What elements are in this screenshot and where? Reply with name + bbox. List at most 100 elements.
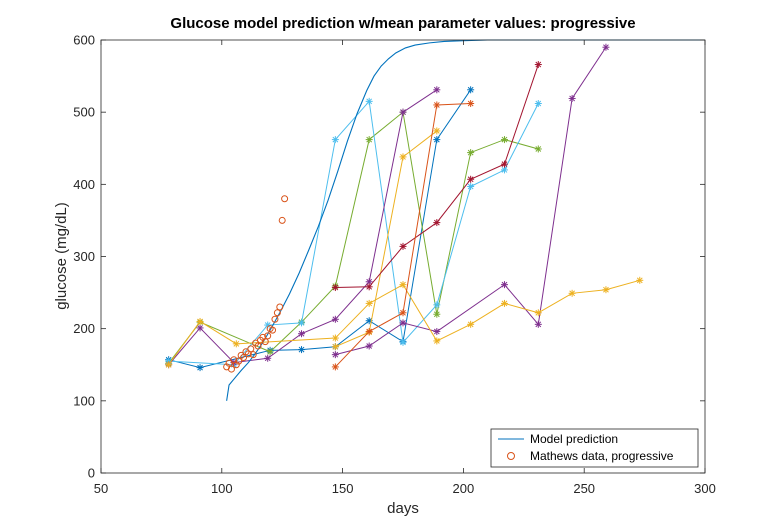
series-8-point-d2 xyxy=(366,328,373,335)
series-2-point xyxy=(331,136,339,144)
series-7-point-d2 xyxy=(433,219,440,226)
series-5-point xyxy=(196,317,204,325)
series-2-point xyxy=(433,301,441,309)
mathews-data-point xyxy=(240,354,248,362)
series-4-point xyxy=(568,94,576,102)
series-2-point xyxy=(264,321,272,329)
series-5-point xyxy=(534,309,542,317)
mathews-data-point xyxy=(227,365,235,373)
mathews-data-point xyxy=(235,357,243,365)
series-1-point-d2 xyxy=(433,311,440,318)
series-7-point xyxy=(433,219,441,227)
series-8-point-d2 xyxy=(332,364,339,370)
series-3-point-d2 xyxy=(366,278,373,285)
series-line-6 xyxy=(335,130,438,348)
series-8-point-d2 xyxy=(467,100,474,107)
series-5-point xyxy=(331,334,339,342)
series-2-point-d2 xyxy=(400,339,406,346)
series-5-point-d2 xyxy=(433,338,440,344)
series-1-point xyxy=(266,348,274,356)
series-7-point xyxy=(500,160,508,168)
series-0-point-d2 xyxy=(366,317,373,324)
series-5-point-d2 xyxy=(501,300,508,307)
series-5-point-d2 xyxy=(332,335,339,341)
mathews-data-point xyxy=(276,303,284,311)
series-4-point xyxy=(500,281,508,289)
mathews-data-point xyxy=(232,361,240,369)
series-7-point xyxy=(365,283,373,291)
series-3-point xyxy=(331,315,339,323)
series-0-point xyxy=(467,86,475,94)
series-2-point xyxy=(298,319,306,327)
series-4-point-d2 xyxy=(569,95,575,102)
y-tick-label: 0 xyxy=(88,466,95,481)
mathews-data-point xyxy=(261,338,269,346)
series-5-point-d2 xyxy=(197,318,203,325)
series-5-point xyxy=(165,361,173,369)
ticks-layer: 50 100 150 200 250 300 0 100 200 300 400 500 600 xyxy=(73,33,716,497)
series-2-point-d2 xyxy=(501,167,508,173)
series-1-point-d2 xyxy=(467,149,474,156)
series-8-point xyxy=(399,309,407,317)
series-4-point-d2 xyxy=(501,281,508,288)
series-3-point xyxy=(399,108,407,116)
series-4-point xyxy=(433,328,441,336)
series-1-point-d2 xyxy=(366,136,373,143)
series-7-point-d2 xyxy=(366,283,373,290)
series-3-point xyxy=(298,330,306,338)
series-4-point xyxy=(602,43,610,51)
series-5-point-d2 xyxy=(636,277,643,284)
series-8-point-d2 xyxy=(433,102,440,108)
series-5-point xyxy=(399,281,407,289)
series-2-point-d2 xyxy=(366,98,373,105)
series-8-point xyxy=(467,100,475,108)
y-tick-label: 300 xyxy=(73,249,95,264)
series-7-point-d2 xyxy=(501,161,508,168)
series-2-point-d2 xyxy=(467,183,474,190)
mathews-data-point xyxy=(269,326,277,334)
series-6-point-d2 xyxy=(433,128,440,134)
series-5-point xyxy=(602,286,610,294)
series-6-point xyxy=(331,343,339,351)
series-2-point-d2 xyxy=(332,136,339,143)
series-4-point-d2 xyxy=(535,321,542,328)
mathews-data-point xyxy=(271,315,279,323)
series-5-point xyxy=(232,340,240,348)
series-0-point-d2 xyxy=(433,136,440,143)
mathews-data-point xyxy=(278,216,286,224)
series-5-point-d2 xyxy=(400,281,406,288)
chart-title: Glucose model prediction w/mean paramete… xyxy=(170,15,635,32)
series-7-point-d2 xyxy=(467,176,474,183)
series-5-point xyxy=(433,337,441,345)
series-7-point-d2 xyxy=(400,243,406,250)
x-tick-label: 150 xyxy=(332,481,354,496)
series-7-point xyxy=(467,175,475,183)
series-6-point xyxy=(399,153,407,161)
series-1-point xyxy=(467,149,475,157)
series-2-point xyxy=(365,97,373,105)
series-7-point-d2 xyxy=(535,61,542,68)
plot-area xyxy=(101,40,705,473)
series-2-point-d2 xyxy=(433,301,440,308)
series-6-point-d2 xyxy=(332,343,339,350)
series-0-point-d2 xyxy=(298,346,305,353)
series-1-point-d2 xyxy=(267,348,273,355)
x-tick-label: 50 xyxy=(94,481,108,496)
series-4-point xyxy=(365,342,373,350)
mathews-data-point xyxy=(273,309,281,317)
series-4-point-d2 xyxy=(332,351,339,358)
plot-layer xyxy=(165,39,705,401)
series-4-point xyxy=(399,319,407,327)
series-1-point xyxy=(365,136,373,144)
series-5-point-d2 xyxy=(569,290,575,297)
series-1-point xyxy=(534,145,542,153)
series-line-4 xyxy=(335,46,607,356)
series-3-point xyxy=(433,86,441,94)
series-2-point-d2 xyxy=(298,320,305,326)
series-0-point-d2 xyxy=(467,86,474,93)
mathews-data-point xyxy=(264,332,272,340)
y-tick-label: 400 xyxy=(73,177,95,192)
series-3-point-d2 xyxy=(433,86,440,93)
x-tick-label: 200 xyxy=(453,481,475,496)
